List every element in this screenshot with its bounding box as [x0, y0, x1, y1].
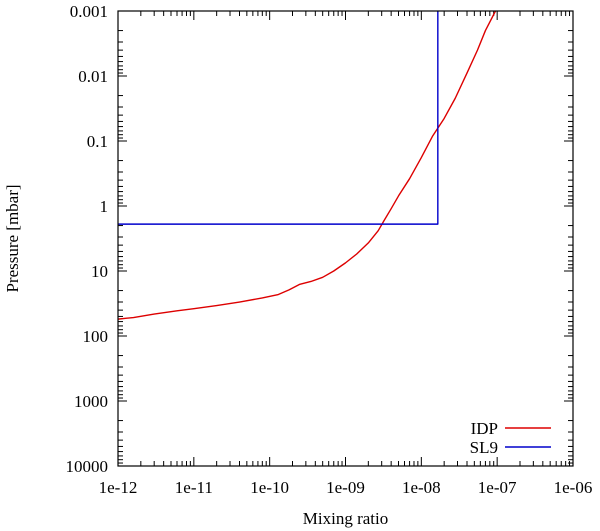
y-tick-label: 10000	[66, 457, 109, 476]
legend-label-idp: IDP	[471, 419, 498, 438]
y-axis-title: Pressure [mbar]	[3, 184, 22, 292]
y-tick-label: 1000	[74, 392, 108, 411]
plot-frame	[117, 10, 574, 467]
series-line-sl9	[118, 11, 439, 225]
y-tick-label: 1	[100, 197, 109, 216]
series-line-idp	[118, 11, 497, 320]
x-tick-label: 1e-09	[326, 478, 365, 497]
x-tick-label: 1e-08	[402, 478, 441, 497]
y-tick-label: 0.1	[87, 132, 108, 151]
series-lines	[118, 11, 497, 320]
x-tick-label: 1e-10	[250, 478, 289, 497]
tick-labels: 1e-12 1e-11 1e-10 1e-09 1e-08 1e-07 1e-06 0.001…	[66, 2, 593, 497]
tick-marks	[117, 10, 574, 467]
legend-label-sl9: SL9	[470, 438, 498, 457]
y-tick-label: 0.001	[70, 2, 108, 21]
x-axis-title: Mixing ratio	[303, 509, 388, 528]
y-tick-label: 100	[83, 327, 109, 346]
x-tick-label: 1e-07	[478, 478, 517, 497]
x-tick-label: 1e-06	[554, 478, 593, 497]
y-tick-label: 10	[91, 262, 108, 281]
y-tick-label: 0.01	[78, 67, 108, 86]
x-tick-label: 1e-12	[99, 478, 138, 497]
x-tick-label: 1e-11	[175, 478, 213, 497]
